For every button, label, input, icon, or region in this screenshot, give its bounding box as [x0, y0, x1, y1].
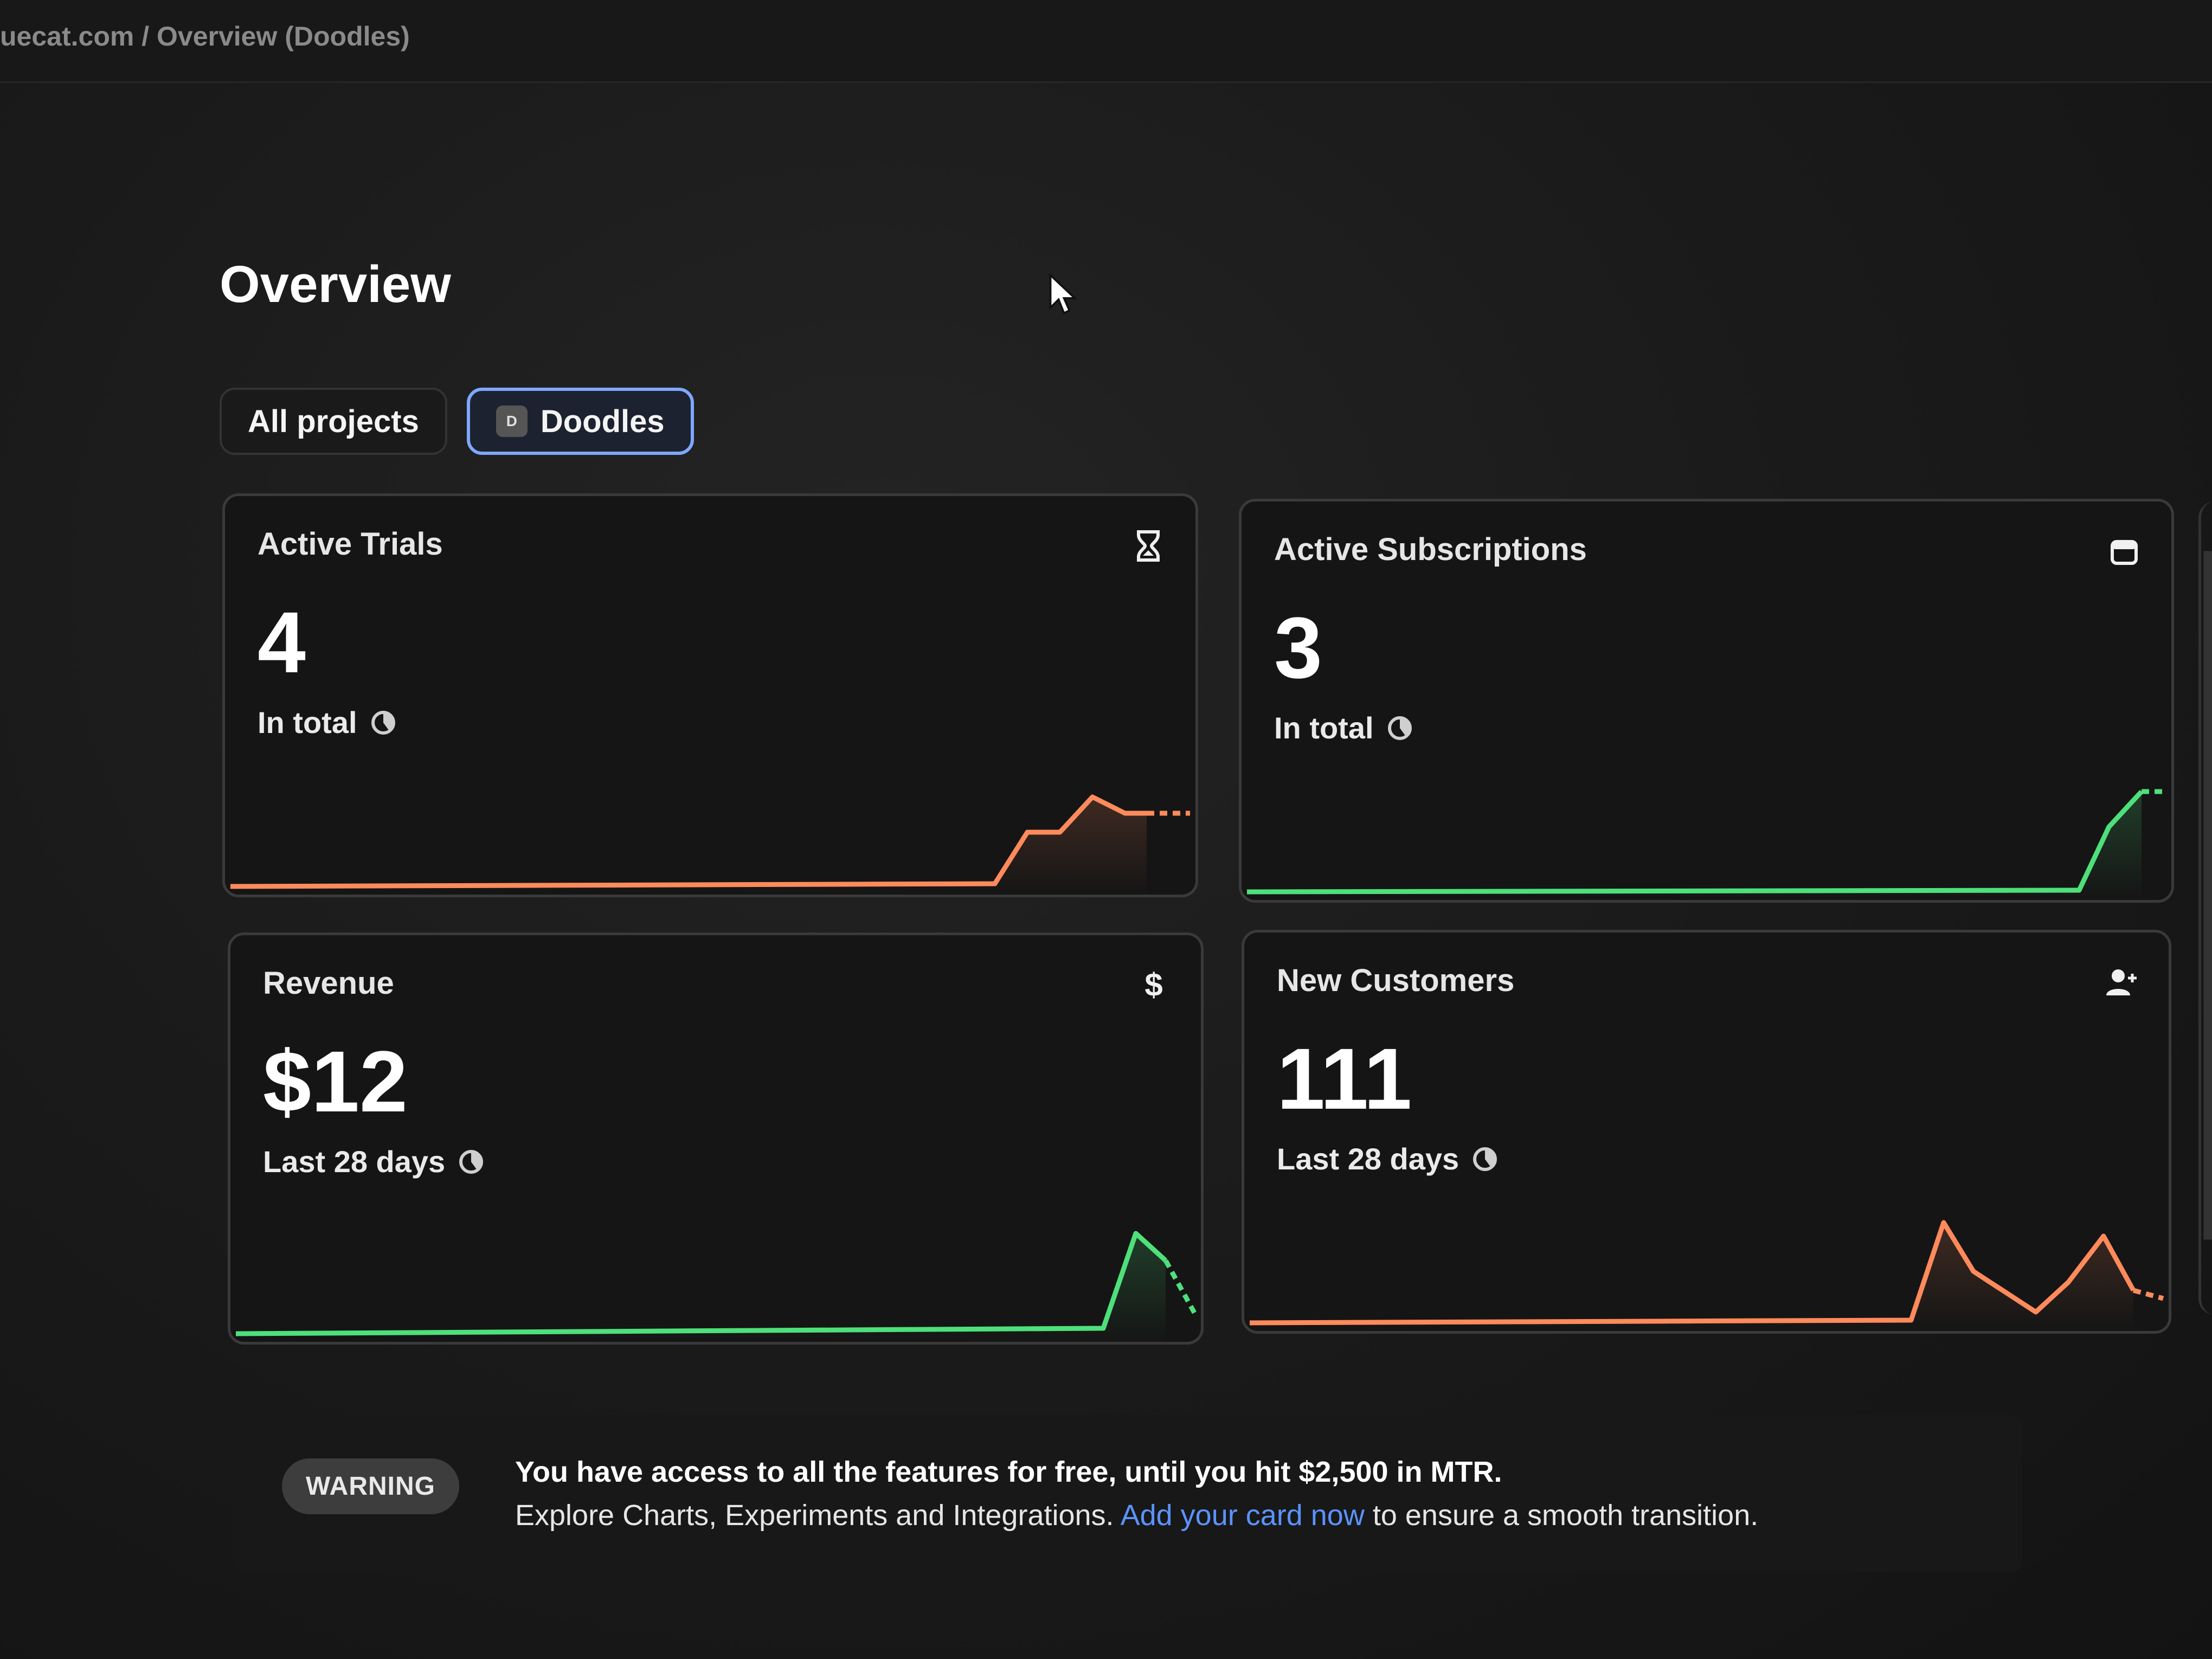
card-title: Active Subscriptions — [1274, 532, 1587, 567]
tab-doodles[interactable]: D Doodles — [466, 388, 694, 455]
add-user-icon — [2104, 965, 2139, 1000]
card-title: Revenue — [263, 966, 394, 1001]
breadcrumb: uecat.com / Overview (Doodles) — [0, 21, 410, 52]
card-title: New Customers — [1277, 963, 1515, 998]
card-subtitle: Last 28 days — [263, 1144, 484, 1179]
card-subtitle: In total — [1274, 710, 1412, 745]
tab-all-projects-label: All projects — [248, 403, 419, 439]
revenue-sparkline — [235, 1231, 1198, 1342]
browser-topbar: uecat.com / Overview (Doodles) — [0, 0, 2212, 83]
card-title: Active Trials — [258, 526, 443, 562]
banner-line-1: You have access to all the features for … — [515, 1456, 1502, 1488]
subtitle-label: In total — [1274, 711, 1374, 745]
revenue-card[interactable]: Revenue $ $12 Last 28 days — [228, 933, 1204, 1345]
banner-line-2-text: Explore Charts, Experiments and Integrat… — [515, 1499, 1114, 1532]
revenue-value: $12 — [263, 1033, 408, 1130]
new-customers-card[interactable]: New Customers 111 Last 28 days — [1242, 930, 2171, 1334]
info-icon[interactable] — [1387, 716, 1412, 740]
calendar-icon — [2107, 534, 2142, 569]
banner-message: You have access to all the features for … — [515, 1450, 1758, 1537]
active-subscriptions-value: 3 — [1274, 599, 1322, 696]
page-title: Overview — [220, 255, 451, 313]
warning-banner: WARNING You have access to all the featu… — [233, 1415, 2022, 1572]
active-trials-card[interactable]: Active Trials 4 In total — [222, 493, 1198, 897]
tab-doodles-label: Doodles — [540, 403, 665, 439]
card-subtitle: In total — [258, 705, 395, 740]
active-subscriptions-card[interactable]: Active Subscriptions 3 In total — [1239, 499, 2174, 903]
active-trials-sparkline — [230, 794, 1190, 895]
subtitle-label: Last 28 days — [1277, 1142, 1459, 1176]
card-subtitle: Last 28 days — [1277, 1141, 1497, 1176]
tab-all-projects[interactable]: All projects — [220, 388, 447, 455]
subtitle-label: In total — [258, 705, 357, 740]
new-customers-sparkline — [1249, 1220, 2164, 1331]
info-icon[interactable] — [459, 1149, 484, 1174]
banner-line-2: Explore Charts, Experiments and Integrat… — [515, 1494, 1758, 1537]
add-card-link[interactable]: Add your card now — [1120, 1499, 1365, 1532]
project-avatar: D — [496, 406, 528, 437]
new-customers-value: 111 — [1277, 1030, 1412, 1127]
banner-line-2-tail: to ensure a smooth transition. — [1372, 1499, 1759, 1532]
subtitle-label: Last 28 days — [263, 1144, 446, 1179]
svg-text:$: $ — [1144, 968, 1162, 1002]
mouse-cursor-icon — [1049, 274, 1076, 315]
offscreen-card-edge — [2198, 501, 2212, 1315]
info-icon[interactable] — [371, 710, 395, 735]
active-trials-value: 4 — [258, 594, 306, 691]
dollar-icon: $ — [1136, 968, 1171, 1002]
active-subscriptions-sparkline — [1246, 789, 2166, 900]
project-tabs: All projects D Doodles — [220, 388, 694, 455]
hourglass-icon — [1131, 529, 1166, 563]
warning-badge: WARNING — [282, 1458, 459, 1514]
info-icon[interactable] — [1473, 1147, 1497, 1171]
